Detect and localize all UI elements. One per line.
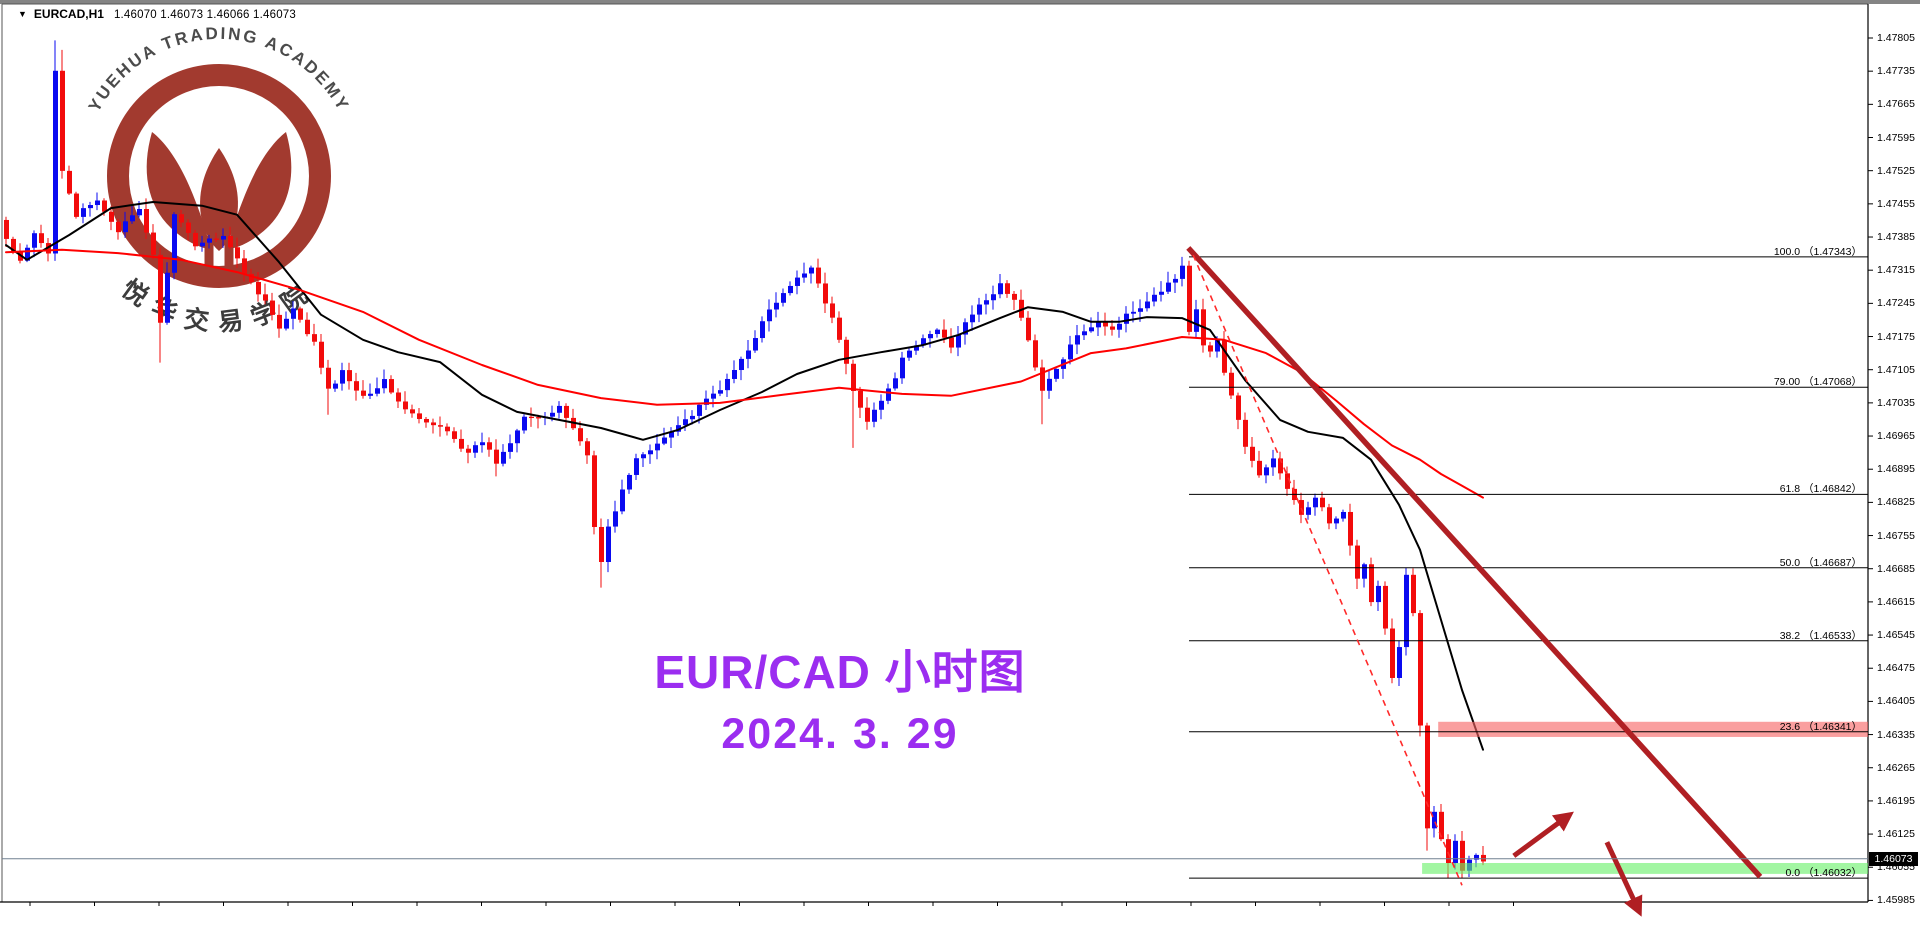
price-tick-label: 1.46685 [1877, 562, 1915, 575]
dashed-trendline[interactable] [1192, 254, 1463, 886]
watermark-logo: YUEHUA TRADING ACADEMY悦华交易学院 [85, 24, 351, 338]
price-tick-label: 1.46335 [1877, 728, 1915, 741]
price-tick-label: 1.46615 [1877, 595, 1915, 608]
resistance-zone[interactable] [1438, 721, 1868, 737]
price-tick-label: 1.46475 [1877, 662, 1915, 675]
ma-fast-line [5, 201, 1484, 751]
chart-title-bar: ▼ EURCAD,H1 1.46070 1.46073 1.46066 1.4607… [18, 7, 296, 21]
fib-level-label-50.0: 50.0 （1.46687） [1779, 556, 1862, 569]
price-tick-label: 1.46755 [1877, 529, 1915, 542]
annotation-date-line: 2024. 3. 29 [721, 710, 959, 758]
window-top-border [0, 0, 1920, 4]
symbol-dropdown-icon[interactable]: ▼ [18, 9, 27, 19]
price-tick-label: 1.47455 [1877, 197, 1915, 210]
fib-level-label-61.8: 61.8 （1.46842） [1779, 483, 1862, 496]
support-zone[interactable] [1422, 862, 1868, 874]
price-tick-label: 1.46825 [1877, 496, 1915, 509]
price-tick-label: 1.47805 [1877, 32, 1915, 44]
descending-trendline[interactable] [1186, 246, 1763, 879]
breakdown-down-arrow[interactable] [1604, 841, 1643, 917]
symbol-timeframe-label: EURCAD,H1 [33, 7, 104, 21]
price-tick-label: 1.47665 [1877, 98, 1915, 111]
price-tick-label: 1.46895 [1877, 463, 1915, 476]
ohlc-values: 1.46070 1.46073 1.46066 1.46073 [113, 9, 297, 21]
fib-level-label-0.0: 0.0 （1.46032） [1785, 867, 1862, 880]
ma-slow-line [5, 248, 1484, 499]
price-tick-label: 1.47385 [1877, 231, 1915, 244]
price-tick-label: 1.47735 [1877, 65, 1915, 78]
annotation-symbol-line: EUR/CAD 小时图 [654, 646, 1026, 698]
price-tick-label: 1.47105 [1877, 363, 1915, 376]
price-tick-label: 1.46125 [1877, 828, 1915, 841]
time-axis[interactable]: 19 Mar 202419 Mar 13:0019 Mar 21:1020 Ma… [0, 903, 1920, 927]
price-tick-label: 1.47175 [1877, 330, 1915, 343]
price-tick-label: 1.46965 [1877, 430, 1915, 443]
price-tick-label: 1.47525 [1877, 164, 1915, 177]
fib-level-label-100.0: 100.0 （1.47343） [1773, 245, 1862, 258]
bounce-up-arrow[interactable] [1512, 811, 1574, 858]
price-tick-label: 1.47035 [1877, 396, 1915, 409]
price-tick-label: 1.46195 [1877, 794, 1915, 807]
price-tick-label: 1.46545 [1877, 629, 1915, 642]
price-tick-label: 1.47245 [1877, 297, 1915, 310]
current-price-tag: 1.46073 [1869, 851, 1918, 866]
fib-level-label-79.00: 79.00 （1.47068） [1773, 376, 1862, 389]
price-tick-label: 1.46265 [1877, 761, 1915, 774]
fib-level-label-23.6: 23.6 （1.46341） [1779, 720, 1862, 733]
price-tick-label: 1.45985 [1877, 894, 1915, 907]
price-tick-label: 1.46405 [1877, 695, 1915, 708]
price-tick-label: 1.47315 [1877, 264, 1915, 277]
fib-level-label-38.2: 38.2 （1.46533） [1779, 629, 1862, 642]
price-tick-label: 1.47595 [1877, 131, 1915, 144]
chart-annotation-text: EUR/CAD 小时图 2024. 3. 29 [560, 636, 1120, 759]
